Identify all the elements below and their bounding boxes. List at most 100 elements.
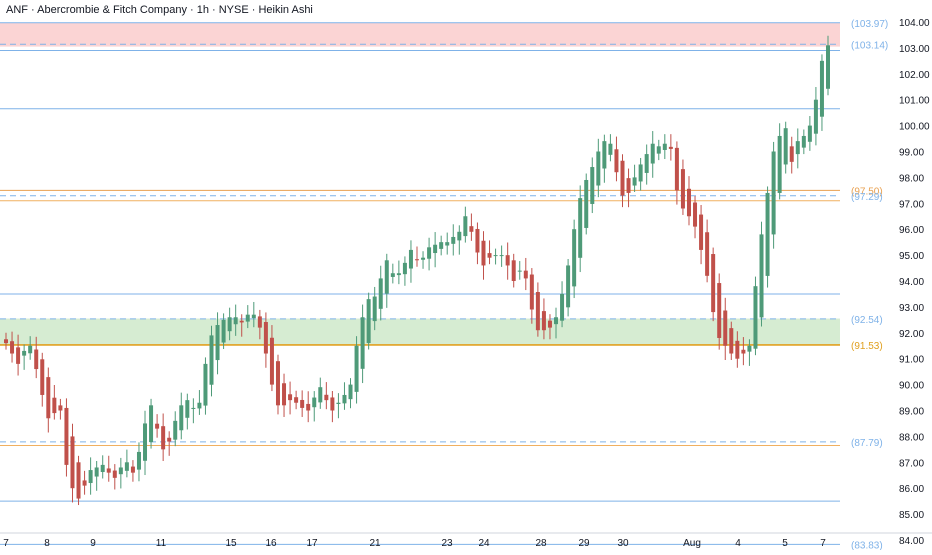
y-tick-label: 90.00 [899,381,924,392]
y-tick-label: 96.00 [899,225,924,236]
candle-body [4,339,8,344]
candle-body [275,361,280,406]
level-label: (83.83) [851,540,883,550]
candle-body [656,146,661,154]
x-tick-label: Aug [683,538,701,549]
y-tick-label: 100.00 [899,122,930,133]
candle-body [505,255,510,266]
y-tick-label: 86.00 [899,484,924,495]
candle-body [578,198,583,258]
candle-body [209,335,214,385]
candle-body [826,45,830,89]
x-tick-label: 16 [265,538,277,549]
candle-body [415,259,419,261]
candle-body [124,462,129,471]
candle-body [668,146,673,149]
candle-body [155,423,160,429]
candle-body [753,286,758,349]
candle-body [167,437,172,442]
level-label: (91.53) [851,341,883,352]
candle-body [396,273,401,276]
x-tick-label: 9 [90,538,96,549]
candle-body [384,260,389,294]
candle-body [813,99,818,134]
candle-body [463,216,468,237]
candle-body [421,257,426,260]
y-tick-label: 103.00 [899,44,930,55]
candle-body [620,160,625,196]
candle-body [149,405,154,443]
y-tick-label: 91.00 [899,355,924,366]
candle-body [741,349,746,354]
candle-body [336,402,341,404]
candle-body [608,143,613,155]
candle-body [360,317,365,369]
candle-body [263,322,268,354]
candle-body [366,299,371,344]
candle-body [215,325,220,361]
y-tick-label: 98.00 [899,173,924,184]
candle-body [173,420,178,440]
candle-body [330,397,335,411]
candle-body [626,178,631,193]
y-tick-label: 104.00 [899,18,930,29]
candle-body [58,405,63,411]
candle-body [723,310,728,346]
candle-body [16,347,21,364]
candle-body [729,328,734,354]
candle-body [191,407,196,409]
candle-body [28,345,33,354]
candle-body [179,405,184,431]
candle-body [777,135,782,193]
y-tick-label: 84.00 [899,536,924,547]
candle-body [64,407,69,465]
candle-body [614,149,619,173]
candle-body [566,265,571,308]
level-label: (97.50) [851,186,883,197]
x-tick-label: 29 [578,538,590,549]
candle-body [130,466,135,473]
candle-body [306,403,311,411]
candle-body [106,468,111,473]
candle-body [469,226,474,232]
candle-body [161,426,166,450]
candle-body [487,253,492,258]
x-tick-label: 7 [3,538,9,549]
candle-body [638,164,643,182]
candle-body [554,317,559,325]
x-tick-label: 21 [369,538,381,549]
candle-body [239,320,244,323]
candle-body [233,317,238,325]
candle-body [596,151,601,186]
x-tick-label: 15 [225,538,237,549]
candle-body [699,214,704,250]
candle-body [390,273,395,277]
candle-body [378,278,383,309]
candle-body [348,384,353,400]
candle-body [294,397,299,403]
x-tick-label: 4 [735,538,741,549]
candle-body [197,402,202,409]
x-tick-label: 28 [535,538,547,549]
candle-body [693,202,698,227]
candle-body [251,314,256,319]
candle-body [88,470,93,484]
candle-body [70,436,75,489]
candle-body [318,387,323,403]
candle-body [523,270,528,279]
candle-body [547,320,552,328]
y-tick-label: 85.00 [899,510,924,521]
y-tick-label: 88.00 [899,432,924,443]
candle-body [632,177,637,186]
x-tick-label: 8 [44,538,50,549]
x-tick-label: 11 [156,538,167,549]
candle-body [735,340,740,359]
candle-body [288,394,293,401]
x-tick-label: 7 [820,538,826,549]
candle-body [771,151,776,235]
candle-body [82,480,87,486]
candle-body [680,169,685,209]
candle-body [10,341,15,354]
